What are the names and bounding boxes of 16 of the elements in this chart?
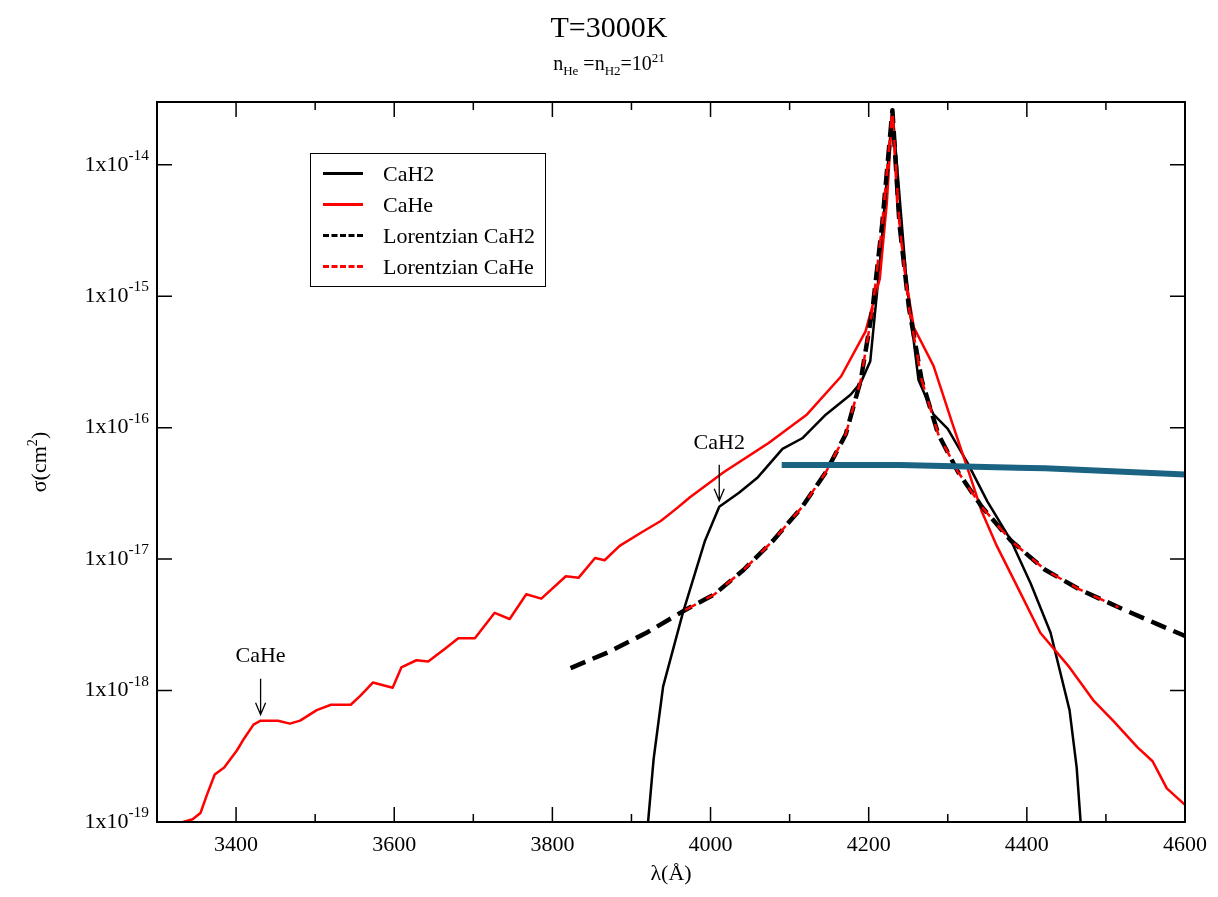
annotation: CaHe [235, 642, 286, 668]
x-axis-title: λ(Å) [649, 860, 693, 886]
x-tick-label: 4000 [688, 830, 733, 856]
x-tick-label: 3800 [530, 830, 575, 856]
x-tick-label: 4600 [1163, 830, 1207, 856]
legend-label: Lorentzian CaH2 [383, 222, 536, 249]
x-tick-label: 3400 [214, 830, 259, 856]
legend-label: CaH2 [383, 160, 435, 187]
legend-label: CaHe [383, 191, 434, 218]
chart-title: T=3000K [549, 10, 669, 44]
x-tick-label: 4200 [846, 830, 891, 856]
chart-subtitle: n$_{He}$ =n$_{H2}$=10$^{21}$ [552, 50, 666, 79]
legend-label: Lorentzian CaHe [383, 253, 534, 280]
annotation: CaH2 [693, 428, 745, 454]
x-tick-label: 3600 [372, 830, 417, 856]
x-tick-label: 4400 [1004, 830, 1049, 856]
